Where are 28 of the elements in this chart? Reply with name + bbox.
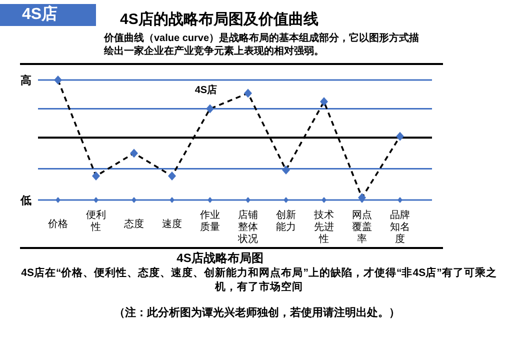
x-tick-label: 价格	[47, 218, 68, 230]
point	[244, 88, 252, 98]
x-tick-label: 技术先进性	[313, 209, 334, 245]
point	[396, 132, 404, 141]
point	[206, 104, 214, 114]
ref-line-label: 低	[20, 195, 32, 207]
x-tick-label: 品牌知名度	[390, 209, 410, 245]
x-tick-label: 便利性	[86, 209, 106, 233]
ref-line-label: 高	[20, 74, 32, 87]
chart-subtitle: 价值曲线（value curve）是战略布局的基本组成部分，它以图形方式描绘出一家企业在产业竞争元素上表现的相对强弱。	[104, 32, 420, 58]
text: 4S店在“价格、便利性、态度、速度、创新能力和网点布局”上的缺陷，才使得“非4S店”有了可乘之机，有了市场空间	[20, 266, 498, 294]
point	[168, 172, 176, 180]
x-tick-label: 创新能力	[276, 209, 296, 233]
point	[92, 172, 100, 180]
point	[282, 166, 290, 174]
x-axis-title: 4S店战略布局图	[176, 250, 264, 266]
text: 4S店	[0, 4, 96, 26]
point	[54, 76, 62, 84]
x-tick-label: 态度	[123, 218, 144, 230]
x-tick-label: 速度	[162, 218, 182, 230]
x-tick-label: 网点覆盖率	[352, 209, 372, 245]
text: （注：此分析图为谭光兴老师独创，若使用请注明出处。）	[113, 306, 401, 320]
point	[130, 148, 138, 158]
point	[320, 97, 328, 106]
chart-title: 4S店的战略布局图及价值曲线	[120, 10, 318, 29]
x-tick-label: 店铺整体状况	[237, 209, 258, 245]
x-tick-label: 作业质量	[199, 209, 220, 233]
series-label: 4S店	[194, 84, 218, 96]
